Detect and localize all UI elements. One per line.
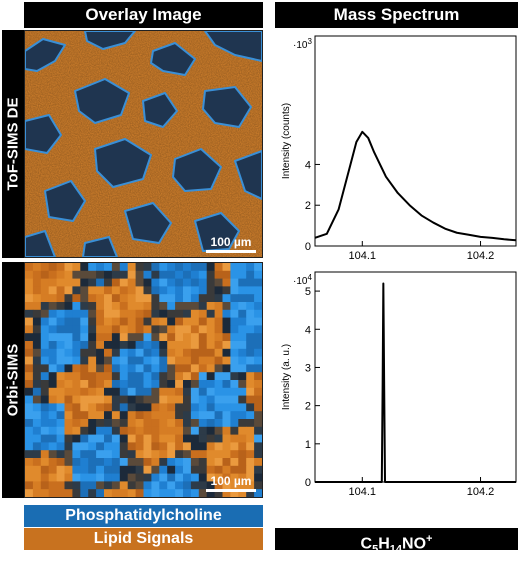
formula-no: NO (402, 535, 427, 553)
row-label-orbi-sims: Orbi-SIMS (2, 262, 24, 498)
overlay-image-header: Overlay Image (24, 2, 263, 28)
legend-phosphatidylcholine: Phosphatidylcholine (24, 505, 263, 527)
orbi-sims-scalebar-label: 100 µm (210, 474, 252, 488)
orbi-pixel-grid (25, 263, 262, 497)
formula-c: C (360, 535, 373, 553)
orbi-sims-spectrum-line (315, 282, 516, 483)
tof-sims-y-tick-label: 2 (305, 200, 311, 212)
tof-sims-y-multiplier: ·103 (293, 37, 312, 51)
tof-sims-x-axis-label: m/z (405, 260, 425, 262)
orbi-sims-y-tick-label: 4 (305, 324, 311, 336)
tof-sims-x-tick-label: 104.1 (349, 250, 377, 262)
tof-sims-y-tick-label: 0 (305, 241, 311, 253)
tof-sims-y-axis-label: Intensity (counts) (281, 103, 292, 179)
orbi-sims-overlay-image: 100 µm (24, 262, 263, 498)
tof-sims-plot-frame (314, 35, 517, 247)
orbi-sims-scalebar: 100 µm (206, 474, 256, 492)
formula-sub2: 14 (389, 543, 403, 556)
orbi-sims-scalebar-bar (206, 489, 256, 492)
tof-sims-spectrum-chart: 104.1 104.2 0 2 4 ·103 Intensity (counts) m/z (275, 30, 520, 274)
mass-spectrum-header: Mass Spectrum (275, 2, 518, 28)
formula-charge: + (426, 533, 433, 545)
formula-h: H (378, 535, 390, 553)
orbi-sims-y-multiplier: ·104 (293, 273, 312, 287)
orbi-sims-y-tick-label: 3 (305, 362, 311, 374)
orbi-sims-y-tick-label: 5 (305, 286, 311, 298)
row-label-orbi-sims-text: Orbi-SIMS (4, 343, 22, 417)
tof-sims-x-tick-label: 104.2 (467, 250, 495, 262)
orbi-sims-y-tick-label: 1 (305, 439, 311, 451)
orbi-sims-x-axis-label: m/z (405, 496, 425, 498)
orbi-sims-y-tick-label: 2 (305, 401, 311, 413)
orbi-sims-y-axis-label: Intensity (a. u.) (281, 344, 292, 410)
row-label-tof-sims-text: ToF-SIMS DE (4, 97, 22, 191)
orbi-sims-spectrum-chart: 104.1 104.2 0 1 2 3 4 5·104 Intensity (a. u.) m/z (275, 266, 520, 510)
tof-sims-scalebar-bar (206, 250, 256, 253)
ion-formula-label: C5H14NO+ (275, 528, 518, 556)
tof-sims-scalebar: 100 µm (206, 235, 256, 253)
orbi-sims-y-tick-label: 0 (305, 477, 311, 489)
orbi-sims-x-tick-label: 104.1 (349, 486, 377, 498)
tof-sims-spectrum-line (314, 130, 517, 242)
row-label-tof-sims: ToF-SIMS DE (2, 30, 24, 258)
orbi-sims-plot-frame (314, 271, 517, 483)
tof-sims-overlay-image: 100 µm (24, 30, 263, 258)
tof-sims-y-tick-label: 4 (305, 159, 311, 171)
legend-lipid-signals: Lipid Signals (24, 528, 263, 550)
orbi-sims-x-tick-label: 104.2 (467, 486, 495, 498)
formula-sub1: 5 (372, 543, 379, 556)
tof-sims-scalebar-label: 100 µm (210, 235, 252, 249)
